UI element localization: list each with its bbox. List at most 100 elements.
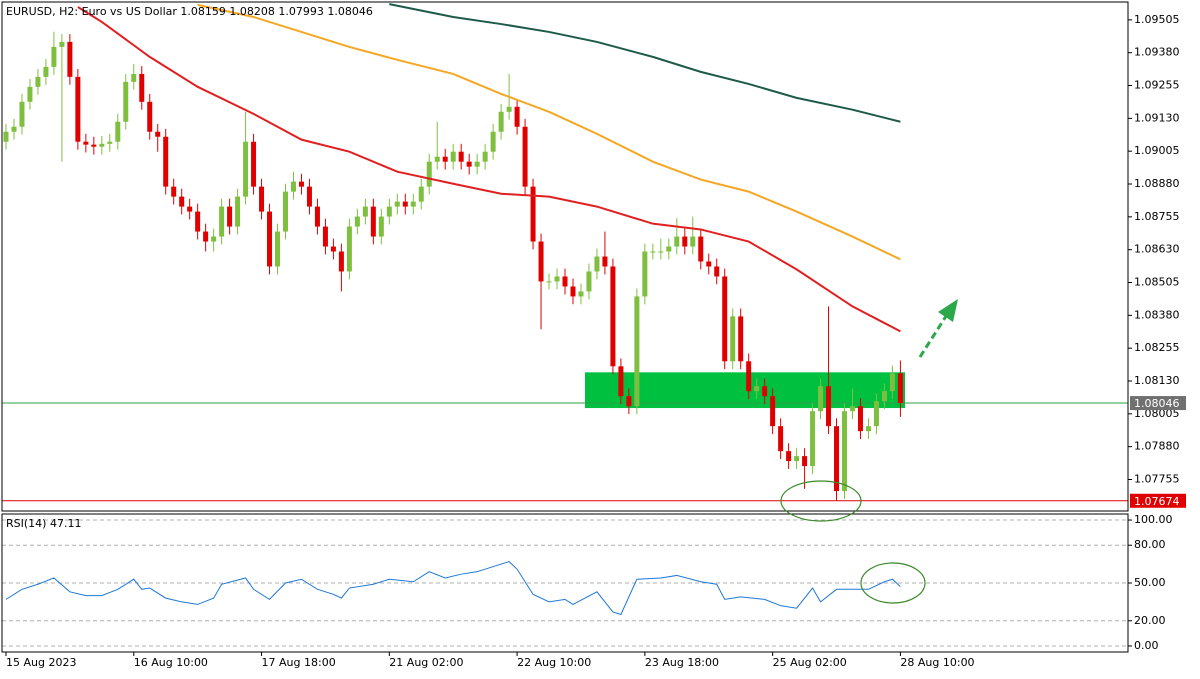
candle-body [290,181,296,192]
candle-body [642,251,648,297]
y-tick-label: 1.09380 [1134,46,1180,59]
candle-body [618,366,624,397]
x-tick-label: 23 Aug 18:00 [645,656,719,669]
y-tick-label: 1.08380 [1134,308,1180,321]
candle-body [147,101,153,132]
candle-body [610,266,616,367]
candle-body [330,246,336,252]
candle-body [346,226,352,272]
candle-body [75,76,81,142]
candle-body [802,456,808,467]
candle-body [59,41,65,47]
y-tick-label: 1.08755 [1134,210,1180,223]
candle-body [682,236,688,247]
x-tick-label: 16 Aug 10:00 [134,656,208,669]
candle-body [722,276,728,362]
candle-body [282,191,288,232]
candle-body [562,276,568,287]
candle-body [11,126,17,132]
x-tick-label: 28 Aug 10:00 [900,656,974,669]
candle-body [897,373,903,404]
candle-body [107,141,113,144]
candle-body [570,286,576,297]
candle-body [354,216,360,227]
candle-body [834,426,840,492]
candle-body [482,151,488,162]
candle-body [99,143,105,147]
candle-body [530,186,536,242]
candle-body [746,361,752,392]
candle-body [634,296,640,407]
main-frame [1,1,1129,512]
candle-body [873,401,879,427]
candle-body [386,206,392,217]
candle-body [506,106,512,112]
moving-average [389,3,901,123]
candle-body [306,186,312,207]
candle-body [298,181,304,187]
x-tick-label: 21 Aug 02:00 [389,656,463,669]
candle-body [674,236,680,247]
candle-body [770,396,776,427]
candle-body [267,211,273,267]
candle-body [251,141,257,187]
candle-body [195,211,201,232]
candle-body [275,231,281,267]
candle-body [586,271,592,292]
annotation-ellipse [860,562,926,604]
candle-body [43,66,49,77]
y-tick-label: 20.00 [1134,614,1166,627]
candle-body [410,201,416,207]
candle-body [546,281,552,283]
candle-body [227,206,233,227]
candle-body [538,241,544,282]
candle-body [826,386,832,427]
candle-body [171,186,177,197]
x-tick-label: 15 Aug 2023 [6,656,76,669]
candle-body [67,41,73,77]
candle-body [362,206,368,217]
candle-body [466,161,472,167]
y-tick-label: 1.07755 [1134,472,1180,485]
y-tick-label: 1.08630 [1134,243,1180,256]
candle-body [394,201,400,207]
candle-body [442,156,448,162]
candle-body [35,76,41,87]
price-label: 1.08046 [1134,397,1180,410]
candle-body [578,291,584,297]
annotation-ellipse [780,480,862,522]
candle-body [818,386,824,412]
candle-body [666,246,672,252]
candle-body [211,236,217,242]
y-tick-label: 1.09005 [1134,144,1180,157]
y-tick-label: 100.00 [1134,513,1173,526]
candle-body [131,73,137,82]
rsi-title: RSI(14) 47.11 [6,517,81,530]
candle-body [179,196,185,207]
candle-body [778,426,784,452]
y-tick-label: 1.08005 [1134,407,1180,420]
candle-body [706,261,712,267]
y-tick-label: 1.08505 [1134,276,1180,289]
x-tick-label: 17 Aug 18:00 [262,656,336,669]
candle-body [730,316,736,362]
candle-body [474,161,480,167]
y-tick-label: 1.08880 [1134,177,1180,190]
y-tick-label: 80.00 [1134,538,1166,551]
candle-body [602,256,608,267]
candle-body [594,256,600,272]
price-label-box [1130,493,1186,508]
x-tick-label: 22 Aug 10:00 [517,656,591,669]
price-label: 1.07674 [1134,495,1180,508]
candle-body [810,411,816,467]
candle-body [203,231,209,242]
candle-body [322,226,328,247]
y-tick-label: 1.09505 [1134,13,1180,26]
candle-body [27,86,33,102]
candle-body [714,266,720,277]
candle-body [626,396,632,407]
candle-body [754,386,760,392]
candle-body [458,151,464,162]
rsi-line [5,561,901,616]
candle-body [370,206,376,237]
